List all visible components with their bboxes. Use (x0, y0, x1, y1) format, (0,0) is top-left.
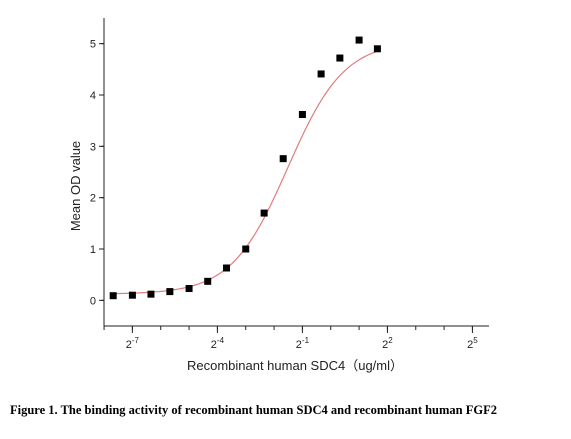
data-point (298, 111, 306, 119)
x-axis-label: Recombinant human SDC4（ug/ml） (187, 358, 403, 373)
data-point (336, 54, 344, 62)
data-points (109, 36, 381, 300)
y-tick-label: 0 (90, 295, 96, 307)
data-point (109, 292, 117, 300)
x-tick-label: 2-4 (211, 336, 225, 351)
axes: 0 1 2 3 4 5 2-7 2-4 2-1 22 25 (90, 18, 489, 351)
y-tick-label: 5 (90, 39, 96, 51)
y-axis-label: Mean OD value (68, 141, 83, 231)
data-point (279, 155, 287, 163)
y-tick-label: 1 (90, 244, 96, 256)
data-point (223, 264, 231, 272)
data-point (317, 70, 325, 78)
fit-curve (113, 50, 378, 295)
y-tick-label: 4 (90, 90, 96, 102)
x-tick-label: 2-1 (296, 336, 310, 351)
figure-caption: Figure 1. The binding activity of recomb… (10, 403, 497, 417)
x-tick-label: 2-7 (126, 336, 140, 351)
x-tick-label: 22 (382, 336, 393, 351)
data-point (355, 36, 363, 44)
y-tick-label: 2 (90, 193, 96, 205)
data-point (185, 285, 193, 293)
data-point (147, 290, 155, 298)
data-point (373, 45, 381, 53)
data-point (204, 277, 212, 285)
y-tick-label: 3 (90, 141, 96, 153)
data-point (242, 245, 250, 253)
data-point (128, 291, 136, 299)
data-point (166, 288, 174, 296)
chart: 0 1 2 3 4 5 2-7 2-4 2-1 22 25 Mean OD value Recomb… (68, 18, 489, 373)
data-point (260, 209, 268, 217)
x-tick-label: 25 (467, 336, 478, 351)
